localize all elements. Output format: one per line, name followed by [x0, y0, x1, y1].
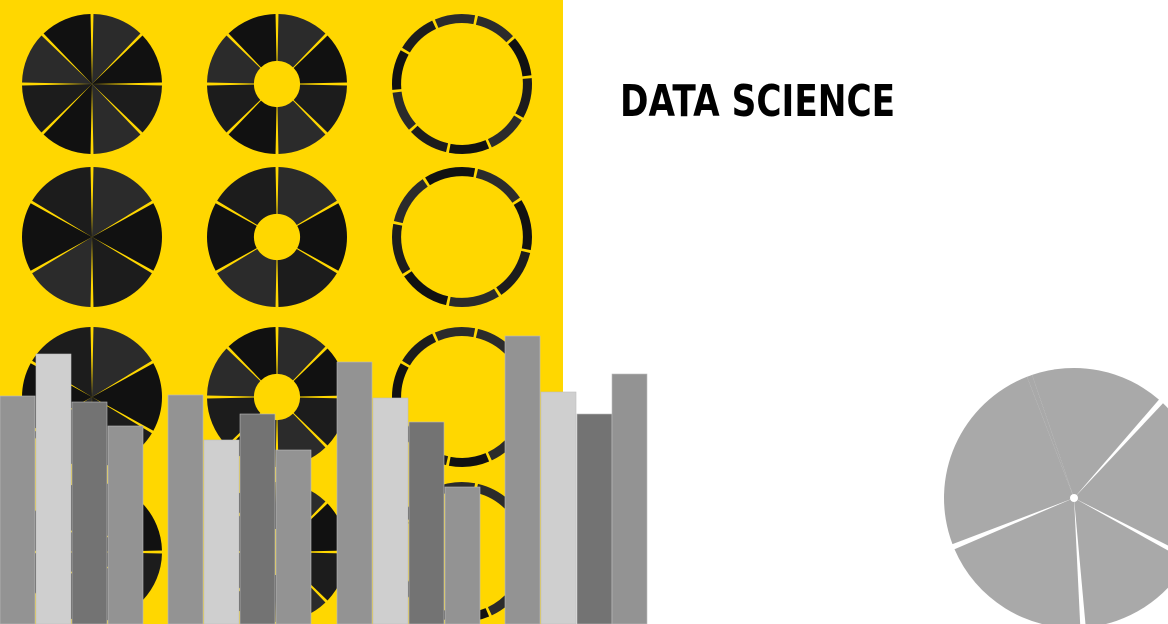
bar-rect	[372, 397, 409, 624]
donut-segment	[43, 84, 92, 154]
donut-segment	[404, 271, 449, 306]
bar-rect	[504, 335, 541, 624]
donut-segment	[32, 237, 92, 307]
donut-icon	[22, 14, 162, 154]
donut-segment	[392, 91, 416, 130]
donut-segment	[434, 13, 476, 28]
donut-segment	[207, 84, 261, 133]
bar-rect	[336, 361, 373, 624]
donut-segment	[277, 248, 337, 307]
donut-segment	[475, 483, 514, 511]
pie-slice	[954, 498, 1081, 624]
bar-rect	[107, 425, 144, 624]
donut-segment	[393, 179, 428, 224]
donut-segment	[392, 363, 409, 403]
pie-slice	[944, 376, 1074, 545]
donut-segment	[207, 348, 261, 397]
donut-segment	[277, 14, 326, 68]
bar-rect	[203, 439, 240, 624]
donut-segment	[392, 50, 409, 90]
donut-icon	[207, 14, 347, 154]
pie-chart-icon	[944, 368, 1168, 624]
donut-segment	[92, 84, 162, 133]
donut-segment	[448, 140, 490, 154]
donut-icon	[392, 167, 532, 308]
donut-segment	[92, 327, 152, 397]
donut-segment	[277, 167, 337, 226]
pie-slice	[1026, 374, 1074, 498]
pie-slice	[1074, 498, 1168, 624]
bar-rect	[611, 373, 648, 624]
donut-segment	[92, 167, 152, 237]
donut-segment	[448, 288, 499, 308]
bar-rect	[35, 353, 72, 624]
bar-rect	[167, 394, 204, 624]
donut-segment	[448, 453, 490, 467]
donut-icon	[207, 167, 347, 307]
donut-segment	[22, 84, 93, 133]
donut-segment	[217, 248, 277, 307]
bar-rect	[275, 449, 312, 624]
bar-rect	[408, 421, 445, 624]
pie-slice	[1032, 368, 1159, 498]
bar-chart-icon	[0, 335, 648, 624]
donut-icon	[22, 167, 162, 307]
donut-segment	[297, 203, 347, 271]
pie-slice	[1074, 403, 1168, 546]
donut-segment	[32, 167, 92, 237]
bar-rect	[239, 413, 276, 624]
donut-segment	[92, 84, 141, 154]
donut-segment	[207, 203, 257, 271]
bar-rect	[444, 486, 481, 624]
donut-segment	[207, 397, 261, 446]
donut-segment	[92, 363, 162, 431]
donut-segment	[293, 397, 347, 446]
donut-segment	[43, 14, 92, 85]
bar-rect	[71, 401, 108, 624]
bar-rect	[0, 395, 36, 624]
donut-segment	[402, 20, 437, 53]
donut-segment	[228, 100, 277, 154]
donut-segment	[92, 35, 162, 84]
donut-segment	[496, 250, 531, 295]
donut-segment	[434, 327, 476, 341]
donut-segment	[92, 203, 162, 271]
bar-rect	[576, 413, 613, 624]
donut-segment	[410, 125, 449, 153]
donut-segment	[475, 328, 514, 356]
donut-segment	[402, 333, 437, 366]
donut-segment	[22, 203, 93, 271]
donut-segment	[508, 38, 532, 77]
donut-segment	[207, 35, 261, 84]
donut-segment	[277, 327, 326, 381]
donut-segment	[487, 115, 522, 148]
donut-segment	[92, 237, 152, 307]
donut-segment	[425, 167, 476, 186]
donut-segment	[392, 223, 411, 274]
donut-segment	[293, 35, 347, 84]
donut-segment	[475, 168, 520, 203]
pie-center-dot	[1070, 494, 1078, 502]
donut-segment	[277, 100, 326, 154]
donut-segment	[92, 14, 141, 85]
donut-segment	[475, 15, 514, 43]
donut-segment	[293, 84, 347, 133]
donut-segment	[293, 348, 347, 397]
donut-segment	[217, 167, 277, 226]
donut-icon	[392, 13, 532, 154]
donut-segment	[228, 327, 277, 381]
donut-segment	[22, 35, 93, 84]
donut-segment	[515, 78, 532, 118]
bar-rect	[540, 391, 577, 624]
donut-segment	[228, 14, 277, 68]
slide-title: DATA SCIENCE	[620, 76, 896, 127]
donut-segment	[513, 200, 532, 251]
